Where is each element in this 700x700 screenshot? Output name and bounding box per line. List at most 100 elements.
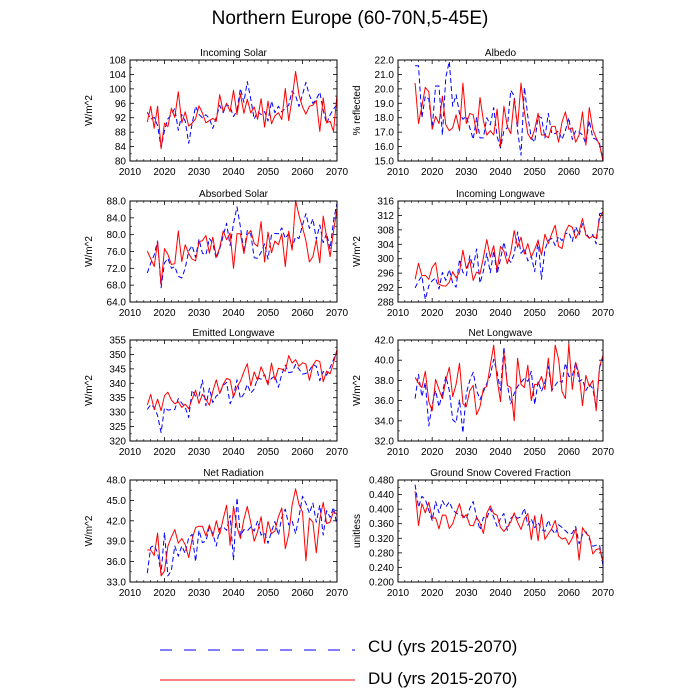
x-tick-label: 2050 xyxy=(257,447,280,458)
x-tick-label: 2050 xyxy=(524,167,547,178)
x-tick-label: 2070 xyxy=(592,588,615,599)
y-axis-label: W/m^2 xyxy=(352,236,363,267)
panel-frame xyxy=(129,479,338,583)
y-tick-label: 0.480 xyxy=(369,476,394,487)
x-tick-label: 2070 xyxy=(592,167,615,178)
y-tick-label: 0.280 xyxy=(369,548,394,559)
x-tick-label: 2070 xyxy=(326,167,349,178)
panel-title: Ground Snow Covered Fraction xyxy=(430,468,571,479)
x-tick-label: 2030 xyxy=(455,588,478,599)
y-tick-label: 72.0 xyxy=(107,264,127,275)
y-tick-label: 45.0 xyxy=(107,496,127,507)
series-line-du xyxy=(146,349,338,412)
x-tick-label: 2030 xyxy=(455,308,478,319)
y-tick-label: 0.240 xyxy=(369,563,394,574)
y-tick-label: 33.0 xyxy=(107,578,127,589)
panel-6: Net Longwave 32.0 34.0 36.0 38.0 40.0 42.0 2010… xyxy=(352,328,615,458)
y-axis-label: W/m^2 xyxy=(84,375,95,406)
y-tick-label: 355 xyxy=(109,336,126,347)
y-tick-label: 42.0 xyxy=(107,516,127,527)
y-tick-label: 325 xyxy=(109,422,126,433)
y-tick-label: 84 xyxy=(115,142,127,153)
legend-label-cu: CU (yrs 2015-2070) xyxy=(368,637,518,656)
x-tick-label: 2040 xyxy=(222,167,245,178)
y-tick-label: 304 xyxy=(377,240,394,251)
y-axis-label: unitless xyxy=(352,514,363,548)
y-tick-label: 308 xyxy=(377,225,394,236)
y-tick-label: 330 xyxy=(109,408,126,419)
panel-5: Emitted Longwave 320 325 330 335 340 345 350 355… xyxy=(84,328,349,458)
y-tick-label: 48.0 xyxy=(107,476,127,487)
y-tick-label: 350 xyxy=(109,350,126,361)
panel-frame xyxy=(397,339,604,442)
x-tick-label: 2010 xyxy=(387,588,410,599)
y-axis-label: % reflected xyxy=(352,85,363,135)
panel-8: Ground Snow Covered Fraction 0.200 0.240 0.… xyxy=(352,468,615,599)
x-tick-label: 2010 xyxy=(387,167,410,178)
panel-title: Net Longwave xyxy=(469,328,533,339)
panel-1: Incoming Solar 80 84 88 92 96 100 104 108 2010 202… xyxy=(84,48,349,178)
y-tick-label: 335 xyxy=(109,393,126,404)
panel-3: Absorbed Solar 64.0 68.0 72.0 76.0 80.0 84.0 88… xyxy=(84,189,349,319)
y-tick-label: 20.0 xyxy=(375,84,395,95)
y-tick-label: 80 xyxy=(115,157,127,168)
panel-frame xyxy=(397,59,604,162)
y-tick-label: 39.0 xyxy=(107,537,127,548)
x-tick-label: 2040 xyxy=(222,308,245,319)
y-tick-label: 15.0 xyxy=(375,157,395,168)
y-axis-label: W/m^2 xyxy=(84,95,95,126)
legend-label-du: DU (yrs 2015-2070) xyxy=(368,669,518,688)
y-tick-label: 36.0 xyxy=(107,557,127,568)
y-tick-label: 84.0 xyxy=(107,213,127,224)
x-tick-label: 2050 xyxy=(257,167,280,178)
y-tick-label: 21.0 xyxy=(375,70,395,81)
x-tick-label: 2040 xyxy=(489,308,512,319)
series-line-du xyxy=(147,488,338,577)
x-tick-label: 2060 xyxy=(291,588,314,599)
x-tick-label: 2060 xyxy=(558,167,581,178)
x-tick-label: 2030 xyxy=(188,588,211,599)
x-tick-label: 2050 xyxy=(257,588,280,599)
x-tick-label: 2010 xyxy=(387,308,410,319)
y-tick-label: 316 xyxy=(377,197,394,208)
figure-title: Northern Europe (60-70N,5-45E) xyxy=(211,8,489,29)
x-tick-label: 2050 xyxy=(524,447,547,458)
x-tick-label: 2030 xyxy=(188,447,211,458)
x-tick-label: 2030 xyxy=(188,167,211,178)
panel-title: Net Radiation xyxy=(203,468,264,479)
x-tick-label: 2050 xyxy=(524,308,547,319)
series-line-cu xyxy=(414,346,604,434)
panel-7: Net Radiation 33.0 36.0 39.0 42.0 45.0 48.0 201… xyxy=(84,468,349,599)
y-tick-label: 100 xyxy=(109,84,126,95)
series-line-du xyxy=(414,343,604,422)
series-line-cu xyxy=(146,203,338,289)
y-tick-label: 104 xyxy=(109,70,126,81)
legend xyxy=(160,649,355,681)
x-tick-label: 2020 xyxy=(153,308,176,319)
x-tick-label: 2020 xyxy=(421,167,444,178)
series-line-cu xyxy=(146,350,338,434)
y-tick-label: 40.0 xyxy=(375,356,395,367)
series-line-cu xyxy=(146,81,338,149)
y-tick-label: 38.0 xyxy=(375,376,395,387)
x-tick-label: 2020 xyxy=(153,447,176,458)
x-tick-label: 2060 xyxy=(558,447,581,458)
y-tick-label: 88 xyxy=(115,128,127,139)
x-tick-label: 2010 xyxy=(119,167,142,178)
series-line-du xyxy=(414,211,604,287)
y-tick-label: 96 xyxy=(115,99,127,110)
panel-frame xyxy=(129,200,338,303)
panel-frame xyxy=(129,59,338,162)
y-tick-label: 288 xyxy=(377,298,394,309)
x-tick-label: 2070 xyxy=(592,447,615,458)
y-tick-label: 320 xyxy=(109,437,126,448)
x-tick-label: 2070 xyxy=(326,447,349,458)
y-axis-label: W/m^2 xyxy=(84,236,95,267)
x-tick-label: 2010 xyxy=(119,447,142,458)
x-tick-label: 2020 xyxy=(421,308,444,319)
x-tick-label: 2030 xyxy=(455,447,478,458)
x-tick-label: 2020 xyxy=(421,447,444,458)
y-tick-label: 18.0 xyxy=(375,113,395,124)
x-tick-label: 2060 xyxy=(558,588,581,599)
